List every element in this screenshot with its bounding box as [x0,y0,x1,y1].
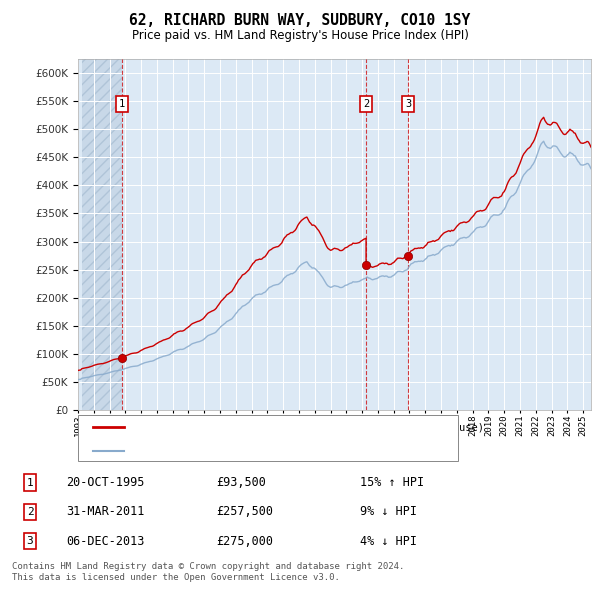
Text: Contains HM Land Registry data © Crown copyright and database right 2024.
This d: Contains HM Land Registry data © Crown c… [12,562,404,582]
FancyBboxPatch shape [78,415,458,461]
Text: 9% ↓ HPI: 9% ↓ HPI [360,505,417,519]
Text: 62, RICHARD BURN WAY, SUDBURY, CO10 1SY (detached house): 62, RICHARD BURN WAY, SUDBURY, CO10 1SY … [134,422,484,432]
Text: 62, RICHARD BURN WAY, SUDBURY, CO10 1SY: 62, RICHARD BURN WAY, SUDBURY, CO10 1SY [130,13,470,28]
Text: £275,000: £275,000 [216,535,273,548]
Text: 2: 2 [26,507,34,517]
Text: 1: 1 [26,477,34,487]
Text: 3: 3 [26,536,34,546]
Text: 1: 1 [119,99,125,109]
Text: 3: 3 [405,99,412,109]
Text: 20-OCT-1995: 20-OCT-1995 [66,476,145,489]
Text: £93,500: £93,500 [216,476,266,489]
Text: HPI: Average price, detached house, Babergh: HPI: Average price, detached house, Babe… [134,445,403,455]
Text: 4% ↓ HPI: 4% ↓ HPI [360,535,417,548]
Text: 2: 2 [363,99,369,109]
Bar [82,59,122,410]
Text: 31-MAR-2011: 31-MAR-2011 [66,505,145,519]
Text: 06-DEC-2013: 06-DEC-2013 [66,535,145,548]
Text: 15% ↑ HPI: 15% ↑ HPI [360,476,424,489]
Text: Price paid vs. HM Land Registry's House Price Index (HPI): Price paid vs. HM Land Registry's House … [131,29,469,42]
Text: £257,500: £257,500 [216,505,273,519]
